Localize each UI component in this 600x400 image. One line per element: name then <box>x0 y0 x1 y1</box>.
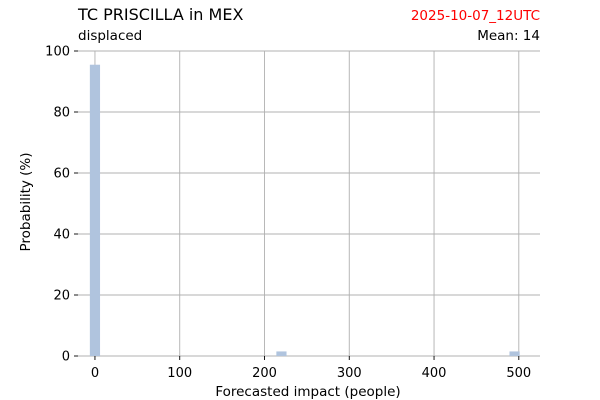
grid <box>78 50 540 357</box>
y-tick-label: 60 <box>53 167 70 182</box>
y-tick-label: 80 <box>53 106 70 121</box>
forecast-date: 2025-10-07_12UTC <box>411 8 540 24</box>
mean-label: Mean: 14 <box>477 28 540 44</box>
x-tick-label: 0 <box>91 366 99 381</box>
x-tick-label: 100 <box>167 366 192 381</box>
chart-title: TC PRISCILLA in MEX <box>77 5 243 24</box>
x-axis-label: Forecasted impact (people) <box>215 384 400 400</box>
ticks: 0 20 40 60 80 100 0 100 200 300 400 500 <box>45 45 531 382</box>
y-tick-label: 20 <box>53 289 70 304</box>
x-tick-label: 500 <box>506 366 531 381</box>
y-tick-label: 100 <box>45 45 70 60</box>
chart-subtitle: displaced <box>78 28 142 44</box>
x-tick-label: 400 <box>422 366 447 381</box>
histogram-bar <box>89 64 101 356</box>
x-tick-label: 300 <box>337 366 362 381</box>
y-tick-label: 0 <box>62 350 70 365</box>
y-tick-label: 40 <box>53 228 70 243</box>
histogram-bar <box>509 351 520 356</box>
x-tick-label: 200 <box>252 366 277 381</box>
bars <box>89 64 520 356</box>
y-axis-label: Probability (%) <box>18 152 34 251</box>
histogram-bar <box>276 351 287 356</box>
